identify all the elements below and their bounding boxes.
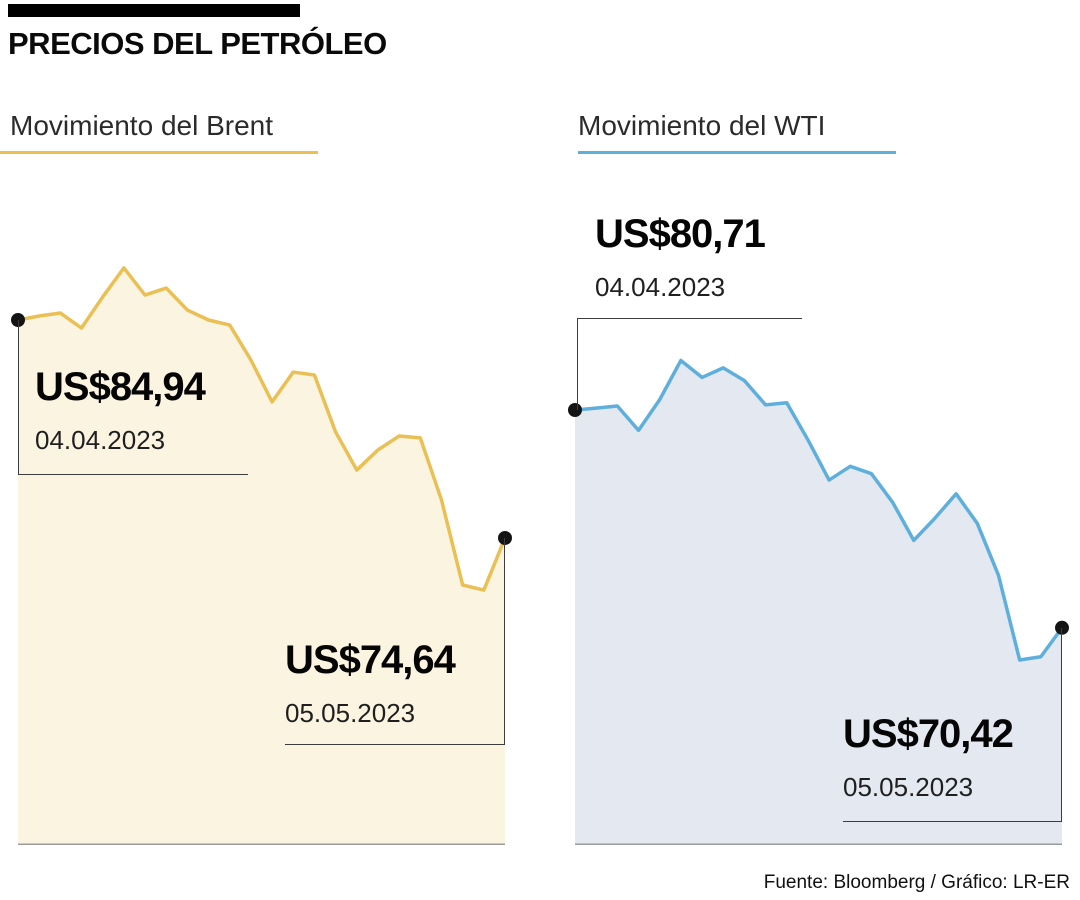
brent-area-chart [11, 266, 512, 845]
brent-start-date: 04.04.2023 [35, 425, 166, 455]
wti-end-callout-line [843, 628, 1062, 822]
page-title: PRECIOS DEL PETRÓLEO [8, 26, 387, 61]
wti-end-price: US$70,42 [843, 712, 1014, 756]
wti-start-date: 04.04.2023 [595, 272, 726, 302]
wti-end-date: 05.05.2023 [843, 772, 974, 802]
wti-title-underline [578, 151, 896, 154]
wti-area-chart [568, 358, 1069, 845]
title-accent-bar [8, 4, 300, 17]
brent-start-callout-line [18, 320, 248, 475]
brent-title-underline [0, 151, 318, 154]
brent-end-callout-line [285, 538, 505, 745]
brent-chart-title: Movimiento del Brent [10, 110, 274, 141]
brent-end-date: 05.05.2023 [285, 698, 416, 728]
source-credit: Fuente: Bloomberg / Gráfico: LR-ER [763, 872, 1070, 893]
wti-start-callout-line [577, 318, 802, 410]
brent-start-price: US$84,94 [35, 365, 206, 409]
wti-start-price: US$80,71 [595, 212, 766, 256]
wti-chart-title: Movimiento del WTI [578, 110, 826, 141]
brent-end-price: US$74,64 [285, 638, 456, 682]
